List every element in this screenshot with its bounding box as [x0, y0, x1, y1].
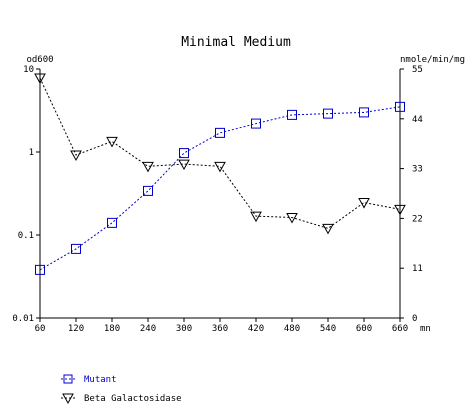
x-tick-label: 660 [392, 324, 408, 334]
series-line-beta-galactosidase [39, 77, 401, 229]
data-point-beta-galactosidase [286, 212, 298, 224]
x-tick-label: 300 [176, 324, 192, 334]
data-point-mutant [395, 101, 405, 112]
x-tick-label: 480 [284, 324, 300, 334]
y-left-tick-label: 1 [29, 148, 34, 158]
legend-galactosidase-label: Beta Galactosidase [84, 394, 182, 404]
data-point-beta-galactosidase [70, 150, 82, 162]
data-point-beta-galactosidase [142, 161, 154, 173]
data-point-beta-galactosidase [358, 198, 370, 209]
data-point-mutant [323, 108, 333, 119]
x-axis-unit: mn [420, 324, 431, 334]
data-point-beta-galactosidase [214, 161, 226, 173]
data-point-beta-galactosidase [106, 136, 118, 148]
y-left-axis-label: od600 [26, 55, 53, 65]
data-point-mutant [71, 243, 81, 254]
data-point-beta-galactosidase [178, 159, 190, 171]
data-point-mutant [287, 109, 297, 120]
y-right-tick-label: 11 [412, 264, 423, 274]
data-point-beta-galactosidase [394, 204, 406, 216]
x-tick-label: 360 [212, 324, 228, 334]
x-tick-label: 600 [356, 324, 372, 334]
data-point-beta-galactosidase [250, 211, 262, 223]
legend-galactosidase-marker [62, 393, 74, 405]
data-point-mutant [215, 127, 225, 138]
legend-mutant-marker [63, 374, 73, 384]
legend: Mutant Beta Galactosidase [61, 374, 182, 405]
x-tick-label: 120 [68, 324, 84, 334]
data-point-mutant [143, 185, 153, 196]
axes: 10 1 0.1 0.01 55 44 33 22 11 0 60 120 180 240 300 360 42… [12, 65, 423, 334]
y-left-tick-label: 0.1 [18, 231, 34, 241]
x-tick-label: 240 [140, 324, 156, 334]
data-point-mutant [35, 264, 45, 275]
data-point-mutant [251, 118, 261, 129]
x-tick-label: 420 [248, 324, 264, 334]
data-point-mutant [107, 217, 117, 228]
data-point-beta-galactosidase [34, 73, 46, 85]
y-right-tick-label: 22 [412, 214, 423, 224]
x-tick-label: 180 [104, 324, 120, 334]
series-line-mutant [39, 106, 401, 271]
y-left-tick-label: 0.01 [12, 314, 34, 324]
x-tick-label: 60 [35, 324, 46, 334]
chart-title: Minimal Medium [181, 35, 291, 50]
y-left-tick-label: 10 [23, 65, 34, 75]
y-right-axis-label: nmole/min/mg [400, 55, 465, 65]
data-point-mutant [179, 148, 189, 159]
y-right-tick-label: 44 [412, 115, 423, 125]
y-right-tick-label: 0 [412, 314, 417, 324]
y-right-tick-label: 55 [412, 65, 423, 75]
data-point-mutant [359, 107, 369, 118]
data-point-beta-galactosidase [322, 223, 334, 235]
legend-mutant-label: Mutant [84, 375, 117, 385]
series-layer [34, 73, 406, 275]
x-tick-label: 540 [320, 324, 336, 334]
y-right-tick-label: 33 [412, 165, 423, 175]
